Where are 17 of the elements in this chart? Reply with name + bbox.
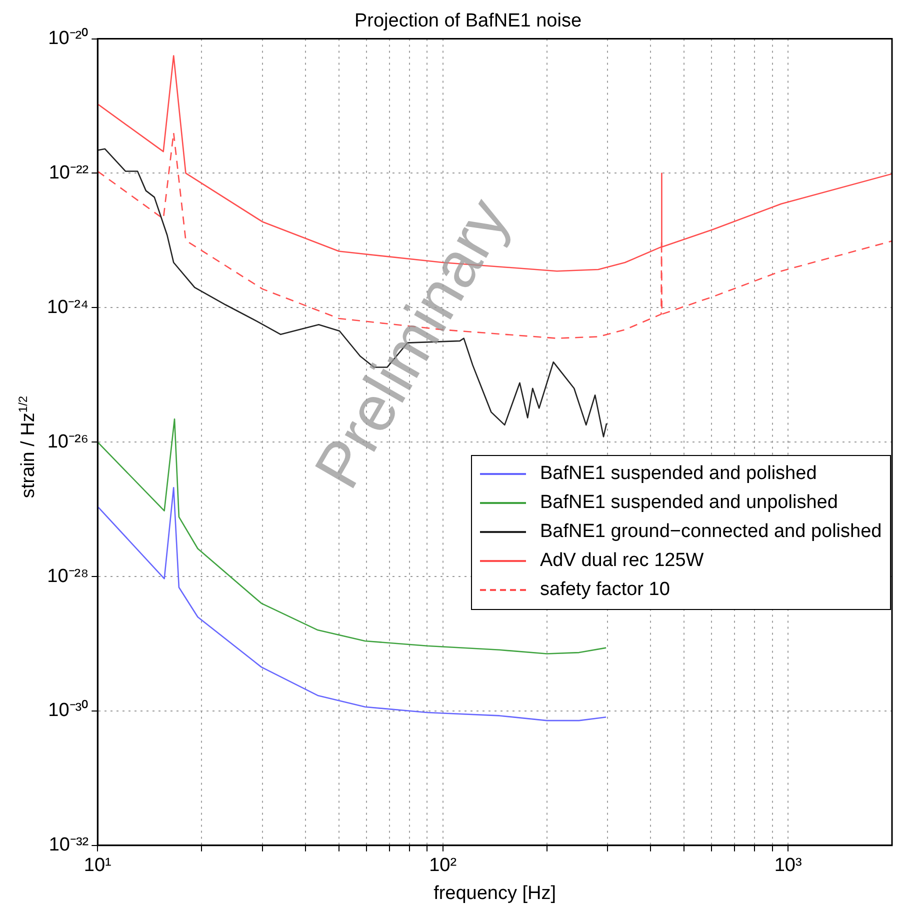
legend-label: BafNE1 ground−connected and polished — [540, 521, 882, 544]
x-tick-label: 10² — [429, 855, 457, 876]
x-axis-title: frequency [Hz] — [434, 882, 556, 904]
x-tick-label: 10³ — [774, 855, 802, 876]
chart-title: Projection of BafNE1 noise — [354, 10, 582, 32]
y-tick-label: 10⁻²⁸ — [47, 566, 89, 587]
y-tick-label: 10⁻²⁶ — [47, 431, 89, 452]
x-tick-label: 10¹ — [84, 855, 112, 876]
legend-label: BafNE1 suspended and unpolished — [540, 492, 838, 514]
y-tick-label: 10⁻³⁰ — [48, 699, 89, 722]
y-tick-label: 10⁻²² — [48, 162, 89, 184]
y-tick-label: 10⁻³² — [48, 834, 89, 856]
y-tick-label: 10⁻²⁴ — [47, 296, 89, 318]
y-tick-label: 10⁻²⁰ — [48, 27, 89, 50]
legend-label: BafNE1 suspended and polished — [540, 463, 817, 486]
legend-label: AdV dual rec 125W — [540, 550, 704, 572]
legend-label: safety factor 10 — [540, 579, 670, 602]
